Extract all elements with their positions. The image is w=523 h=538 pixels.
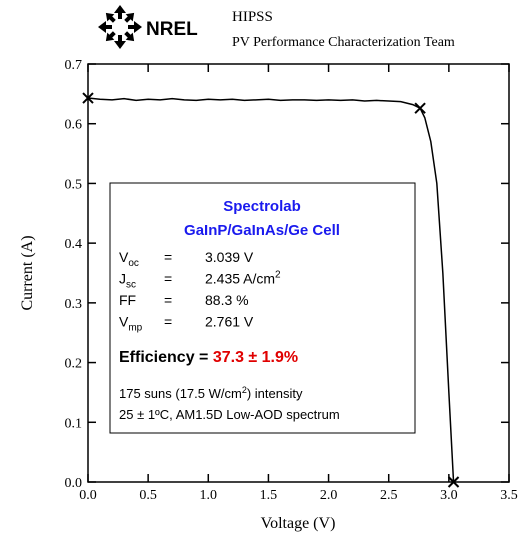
value: 2.761 V	[205, 314, 254, 330]
note-text: 175 suns (17.5 W/cm	[119, 386, 242, 401]
value: 3.039 V	[205, 249, 254, 265]
symbol-sub: oc	[128, 258, 139, 269]
value: 88.3 %	[205, 292, 249, 308]
y-tick-label: 0.0	[65, 476, 83, 491]
y-tick-label: 0.7	[65, 58, 83, 73]
symbol: V	[119, 314, 129, 330]
param-symbol: FF	[119, 292, 136, 308]
param-eq: =	[164, 249, 172, 265]
efficiency: Efficiency = 37.3 ± 1.9%	[119, 349, 298, 366]
info-text: Spectrolab GaInP/GaInAs/Ge Cell Efficien…	[119, 198, 340, 422]
param-eq: =	[164, 314, 172, 330]
y-axis-label: Current (A)	[19, 235, 36, 310]
logo-mark	[98, 5, 142, 49]
key-point	[414, 102, 426, 114]
x-tick-label: 2.5	[380, 488, 398, 503]
param-value: 88.3 %	[205, 292, 249, 308]
logo-text: NREL	[146, 19, 198, 40]
box-title: GaInP/GaInAs/Ge Cell	[184, 222, 340, 239]
x-tick-label: 0.5	[139, 488, 157, 503]
note: 175 suns (17.5 W/cm2) intensity	[119, 385, 303, 401]
efficiency-label: Efficiency =	[119, 349, 213, 366]
note: 25 ± 1ºC, AM1.5D Low-AOD spectrum	[119, 407, 340, 422]
symbol-sub: mp	[128, 323, 142, 334]
iv-curve	[87, 97, 455, 483]
symbol-sub: sc	[126, 280, 136, 291]
y-tick-label: 0.5	[65, 177, 83, 192]
param-value: 3.039 V	[205, 249, 254, 265]
param-value: 2.761 V	[205, 314, 254, 330]
note-sup: 2	[242, 385, 247, 395]
key-point	[447, 476, 460, 488]
x-tick-label: 2.0	[320, 488, 338, 503]
x-tick-label: 3.0	[440, 488, 458, 503]
header-title: HIPSS	[232, 9, 273, 25]
param-symbol: Jsc	[119, 271, 136, 291]
y-tick-label: 0.2	[65, 357, 83, 372]
param-symbol: Vmp	[119, 314, 143, 334]
param-eq: =	[164, 292, 172, 308]
x-tick-label: 3.5	[500, 488, 518, 503]
symbol: FF	[119, 292, 136, 308]
info-box	[109, 182, 416, 434]
y-tick-label: 0.3	[65, 297, 83, 312]
header-subtitle: PV Performance Characterization Team	[232, 35, 455, 50]
note-text: ) intensity	[247, 386, 303, 401]
param-eq: =	[164, 271, 172, 287]
symbol: J	[119, 271, 126, 287]
x-tick-label: 1.5	[260, 488, 278, 503]
x-axis-label: Voltage (V)	[261, 515, 336, 532]
y-tick-label: 0.6	[65, 118, 83, 133]
value-sup: 2	[275, 270, 281, 281]
param-symbol: Voc	[119, 249, 139, 269]
y-tick-label: 0.4	[65, 237, 83, 252]
x-tick-label: 0.0	[79, 488, 97, 503]
value: 2.435 A/cm	[205, 271, 275, 287]
symbol: V	[119, 249, 129, 265]
box-title: Spectrolab	[223, 198, 301, 215]
x-tick-label: 1.0	[200, 488, 218, 503]
plot-frame	[87, 63, 510, 483]
param-value: 2.435 A/cm2	[205, 270, 281, 287]
y-tick-label: 0.1	[65, 416, 83, 431]
key-point	[82, 92, 94, 104]
efficiency-value: 37.3 ± 1.9%	[213, 349, 298, 366]
